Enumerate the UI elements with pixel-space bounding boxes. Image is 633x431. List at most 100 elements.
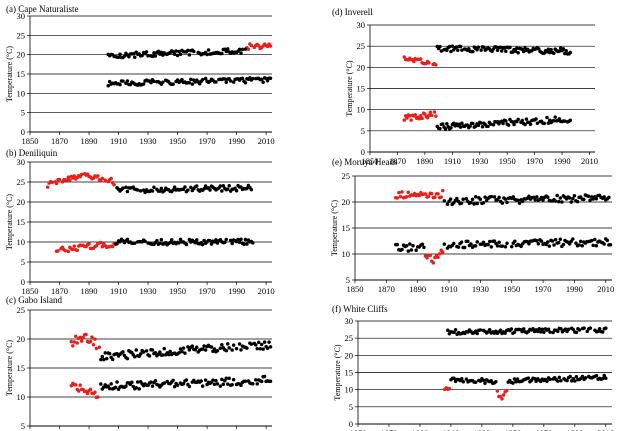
data-point: [174, 49, 178, 53]
data-point: [552, 51, 556, 55]
data-point: [125, 79, 130, 83]
data-point: [268, 345, 273, 349]
data-point: [147, 354, 152, 358]
y-axis-label: Temperature (°C): [333, 344, 342, 401]
data-point: [491, 122, 496, 127]
data-point: [190, 344, 195, 348]
data-point: [186, 48, 190, 53]
x-tick-label: 1870: [389, 156, 406, 166]
x-tick-label: 1950: [504, 428, 521, 431]
data-point: [451, 241, 456, 246]
data-point: [99, 240, 103, 245]
data-point: [135, 188, 140, 192]
data-point: [443, 127, 448, 131]
data-point: [545, 115, 549, 120]
data-point: [200, 384, 205, 388]
data-point: [550, 239, 555, 243]
data-point: [464, 377, 469, 381]
data-point: [209, 242, 214, 246]
data-point: [509, 327, 514, 331]
x-tick-label: 1870: [380, 428, 397, 431]
data-point: [125, 237, 130, 242]
data-point: [259, 379, 264, 384]
data-point: [447, 44, 452, 49]
y-tick-label: 15: [342, 223, 351, 233]
data-point: [66, 249, 71, 254]
data-point: [230, 348, 234, 352]
data-point: [227, 376, 231, 381]
data-point: [400, 247, 404, 252]
y-tick-label: 25: [345, 333, 354, 343]
data-point: [422, 245, 426, 250]
data-point: [460, 377, 464, 381]
data-point: [505, 241, 509, 245]
data-point: [158, 241, 162, 246]
data-point: [84, 332, 88, 337]
data-point: [103, 351, 108, 355]
data-point: [56, 249, 60, 253]
data-point: [552, 243, 556, 247]
data-point: [200, 242, 205, 247]
data-point: [539, 239, 544, 243]
data-point: [259, 77, 264, 82]
data-point: [495, 244, 500, 248]
data-point: [539, 195, 544, 200]
data-point: [511, 381, 515, 385]
data-point: [181, 346, 186, 350]
data-point: [400, 190, 404, 194]
data-point: [227, 183, 231, 188]
y-axis-label: Temperature (°C): [330, 200, 339, 257]
data-point: [580, 243, 584, 248]
data-point: [475, 331, 480, 336]
data-point: [476, 45, 481, 49]
data-point: [243, 379, 248, 383]
data-point: [189, 77, 193, 82]
data-point: [245, 242, 249, 246]
data-point: [508, 45, 512, 50]
data-point: [547, 50, 552, 55]
data-point: [488, 122, 493, 126]
data-point: [224, 376, 229, 380]
x-tick-label: 1970: [535, 428, 552, 431]
data-point: [446, 328, 450, 333]
data-point: [600, 376, 605, 381]
x-tick-label: 1850: [22, 286, 39, 296]
x-tick-label: 1950: [503, 284, 520, 294]
data-point: [441, 188, 445, 193]
data-point: [453, 327, 458, 332]
data-point: [162, 346, 167, 351]
y-tick-label: 20: [357, 62, 366, 72]
data-point: [256, 44, 261, 48]
data-point: [559, 326, 563, 331]
data-point: [73, 383, 78, 387]
data-point: [224, 49, 229, 54]
data-point: [489, 194, 494, 199]
data-point: [224, 348, 229, 353]
data-point: [152, 185, 156, 189]
data-point: [75, 341, 79, 345]
data-point: [433, 195, 437, 200]
data-point: [118, 52, 122, 57]
data-point: [220, 189, 224, 193]
data-point: [159, 186, 164, 191]
data-point: [262, 374, 267, 379]
data-point: [488, 239, 492, 244]
data-point: [110, 244, 115, 249]
data-point: [556, 329, 560, 334]
data-point: [240, 47, 245, 52]
data-point: [398, 194, 403, 199]
y-tick-label: 25: [17, 305, 26, 315]
panel-e: (e) Moruya Heads 5 10 15 20 25 1850 1870 1890 191…: [330, 157, 614, 294]
data-point: [427, 61, 431, 65]
data-point: [112, 183, 116, 187]
data-point: [100, 245, 105, 249]
data-point: [206, 48, 211, 52]
x-tick-label: 1990: [566, 428, 583, 431]
data-point: [547, 244, 552, 248]
data-point: [181, 382, 186, 386]
data-point: [175, 53, 180, 58]
data-point: [494, 45, 498, 49]
data-point: [582, 326, 586, 330]
data-point: [425, 256, 429, 260]
data-point: [445, 48, 449, 52]
